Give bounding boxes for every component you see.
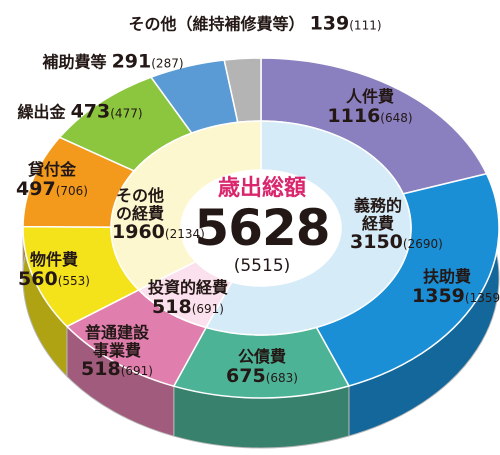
category-name: 公債費 <box>237 346 286 366</box>
category-name: 貸付金 <box>27 159 76 179</box>
category-name: 普通建設事業費 <box>84 322 149 360</box>
value-label: 497 <box>16 177 56 200</box>
prev-label: (2690) <box>402 237 443 252</box>
inner-segment <box>204 120 412 336</box>
category-name: 投資的経費 <box>147 277 228 297</box>
outer-label: 貸付金 497(706) <box>12 161 92 199</box>
category-name: 物件費 <box>29 249 78 269</box>
outer-label: 人件費 1116(648) <box>325 88 415 126</box>
value-label: 3150 <box>350 231 403 254</box>
total: 5628 <box>194 199 330 257</box>
outer-label: 物件費 560(553) <box>14 251 94 289</box>
value-label: 518 <box>81 358 121 381</box>
inner-label: 義務的経費 3150(2690) <box>350 195 443 254</box>
prev-label: (287) <box>151 56 184 71</box>
category-name: 人件費 <box>345 86 394 106</box>
total-prev: (5515) <box>233 256 291 276</box>
chart-title: 歳出総額 <box>217 176 307 201</box>
prev-label: (1359) <box>464 290 500 305</box>
category-name: 補助費等 <box>42 52 107 72</box>
inner-label: その他の経費 1960(2134) <box>112 185 205 244</box>
prev-label: (648) <box>380 110 413 125</box>
value-label: 1359 <box>412 284 465 307</box>
category-name: その他の経費 <box>115 185 164 223</box>
value-label: 1960 <box>112 221 165 244</box>
category-name: その他（維持補修費等） <box>128 14 305 34</box>
prev-label: (111) <box>349 18 382 33</box>
outer-label: 補助費等 291(287) <box>13 50 213 73</box>
value-label: 675 <box>226 364 266 387</box>
value-label: 560 <box>18 267 58 290</box>
value-label: 291 <box>111 50 152 73</box>
center-hole <box>181 170 341 286</box>
prev-label: (706) <box>55 183 88 198</box>
category-name: 扶助費 <box>422 266 471 286</box>
prev-label: (2134) <box>164 227 205 242</box>
prev-label: (477) <box>110 106 143 121</box>
value-label: 518 <box>152 295 192 318</box>
outer-label: その他（維持補修費等） 139(111) <box>125 12 385 35</box>
prev-label: (553) <box>57 273 90 288</box>
value-label: 473 <box>70 100 111 123</box>
value-label: 1116 <box>327 104 381 127</box>
outer-label: 公債費 675(683) <box>192 348 332 386</box>
category-name: 繰出金 <box>17 102 66 122</box>
outer-label: 普通建設事業費 518(691) <box>79 324 155 380</box>
prev-label: (691) <box>120 364 153 379</box>
prev-label: (691) <box>191 301 224 316</box>
prev-label: (683) <box>265 370 298 385</box>
value-label: 139 <box>309 12 350 35</box>
category-name: 義務的経費 <box>353 195 402 233</box>
outer-label: 繰出金 473(477) <box>0 100 160 123</box>
inner-label: 投資的経費 518(691) <box>128 279 248 317</box>
